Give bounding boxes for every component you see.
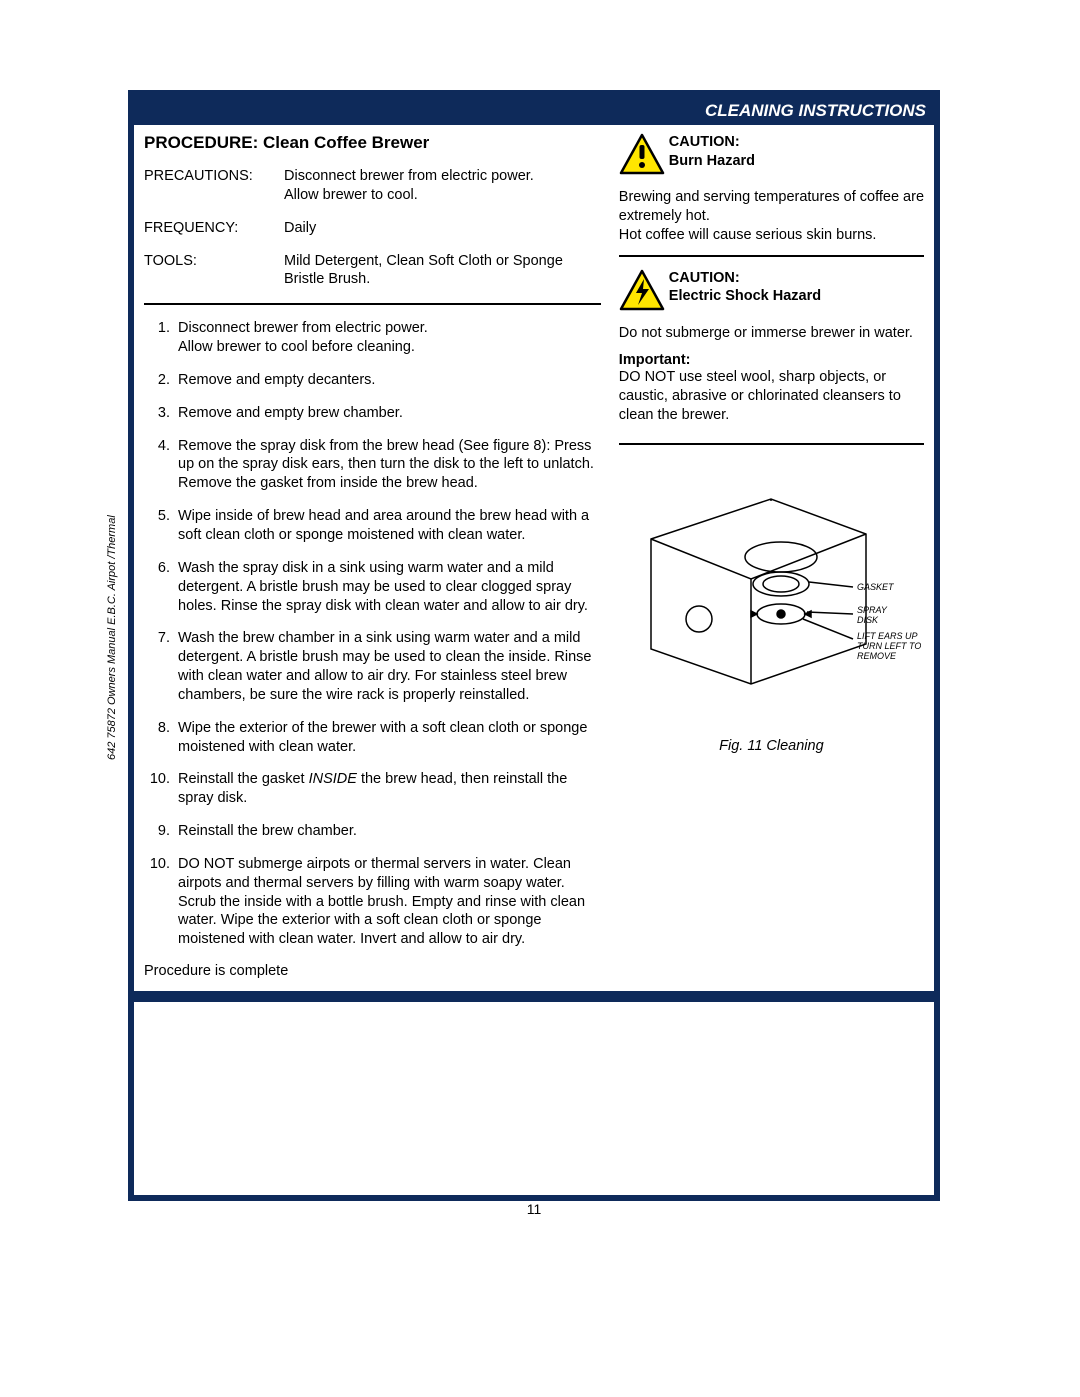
meta-label: PRECAUTIONS: — [144, 167, 284, 205]
warning-triangle-icon — [619, 133, 669, 180]
step-item: DO NOT submerge airpots or thermal serve… — [144, 855, 601, 949]
divider — [619, 255, 924, 257]
step-item: Remove the spray disk from the brew head… — [144, 437, 601, 494]
meta-frequency: FREQUENCY: Daily — [144, 219, 601, 238]
fig-label-lift1: LIFT EARS UP — [857, 631, 918, 641]
procedure-title: PROCEDURE: Clean Coffee Brewer — [144, 133, 601, 153]
fig-label-spray: SPRAY — [857, 605, 888, 615]
side-document-label: 642 75872 Owners Manual E.B.C. Airpot /T… — [106, 515, 118, 760]
header-bar: CLEANING INSTRUCTIONS — [134, 96, 934, 125]
burn-body: Brewing and serving temperatures of coff… — [619, 188, 924, 245]
page-number: 11 — [527, 1201, 542, 1217]
content-row: PROCEDURE: Clean Coffee Brewer PRECAUTIO… — [134, 125, 934, 987]
shock-warning: CAUTION: Electric Shock Hazard — [619, 269, 924, 316]
fig-label-lift2: TURN LEFT TO — [857, 641, 921, 651]
meta-value: Disconnect brewer from electric power. A… — [284, 167, 601, 205]
important-body: DO NOT use steel wool, sharp objects, or… — [619, 368, 924, 425]
step-item: Wipe inside of brew head and area around… — [144, 507, 601, 545]
cleaning-diagram-svg: GASKET SPRAY DISK LIFT EARS UP TURN LEFT… — [621, 479, 921, 719]
meta-precautions: PRECAUTIONS: Disconnect brewer from elec… — [144, 167, 601, 205]
step-item: Reinstall the brew chamber. — [144, 822, 601, 841]
divider — [144, 303, 601, 305]
meta-tools: TOOLS: Mild Detergent, Clean Soft Cloth … — [144, 252, 601, 290]
shock-triangle-icon — [619, 269, 669, 316]
fig-label-lift3: REMOVE — [857, 651, 897, 661]
warning-text: CAUTION: Electric Shock Hazard — [669, 269, 821, 307]
fig-label-gasket: GASKET — [857, 582, 895, 592]
page-frame: CLEANING INSTRUCTIONS PROCEDURE: Clean C… — [128, 90, 940, 1201]
caution-label: CAUTION: — [669, 270, 740, 286]
steps-list: Disconnect brewer from electric power. A… — [144, 319, 601, 949]
meta-value: Daily — [284, 219, 601, 238]
burn-warning: CAUTION: Burn Hazard — [619, 133, 924, 180]
divider — [619, 443, 924, 445]
figure-caption: Fig. 11 Cleaning — [619, 738, 924, 754]
step-item: Wipe the exterior of the brewer with a s… — [144, 719, 601, 757]
step-item: Remove and empty decanters. — [144, 371, 601, 390]
meta-value: Mild Detergent, Clean Soft Cloth or Spon… — [284, 252, 601, 290]
inside-emphasis: INSIDE — [309, 771, 357, 787]
step-item: Disconnect brewer from electric power. A… — [144, 319, 601, 357]
footer-band — [134, 991, 934, 1002]
meta-label: FREQUENCY: — [144, 219, 284, 238]
caution-subtitle: Electric Shock Hazard — [669, 288, 821, 304]
completion-text: Procedure is complete — [144, 963, 601, 979]
step-item: Wash the brew chamber in a sink using wa… — [144, 629, 601, 704]
figure-cleaning: GASKET SPRAY DISK LIFT EARS UP TURN LEFT… — [619, 479, 924, 754]
warning-text: CAUTION: Burn Hazard — [669, 133, 755, 171]
caution-subtitle: Burn Hazard — [669, 153, 755, 169]
meta-label: TOOLS: — [144, 252, 284, 290]
left-column: PROCEDURE: Clean Coffee Brewer PRECAUTIO… — [144, 127, 615, 979]
caution-label: CAUTION: — [669, 134, 740, 150]
right-column: CAUTION: Burn Hazard Brewing and serving… — [615, 127, 924, 979]
shock-body: Do not submerge or immerse brewer in wat… — [619, 324, 924, 343]
important-heading: Important: — [619, 352, 924, 368]
fig-label-spray2: DISK — [857, 615, 879, 625]
step-item: Reinstall the gasket INSIDE the brew hea… — [144, 770, 601, 808]
step-item: Remove and empty brew chamber. — [144, 404, 601, 423]
step-item: Wash the spray disk in a sink using warm… — [144, 559, 601, 616]
